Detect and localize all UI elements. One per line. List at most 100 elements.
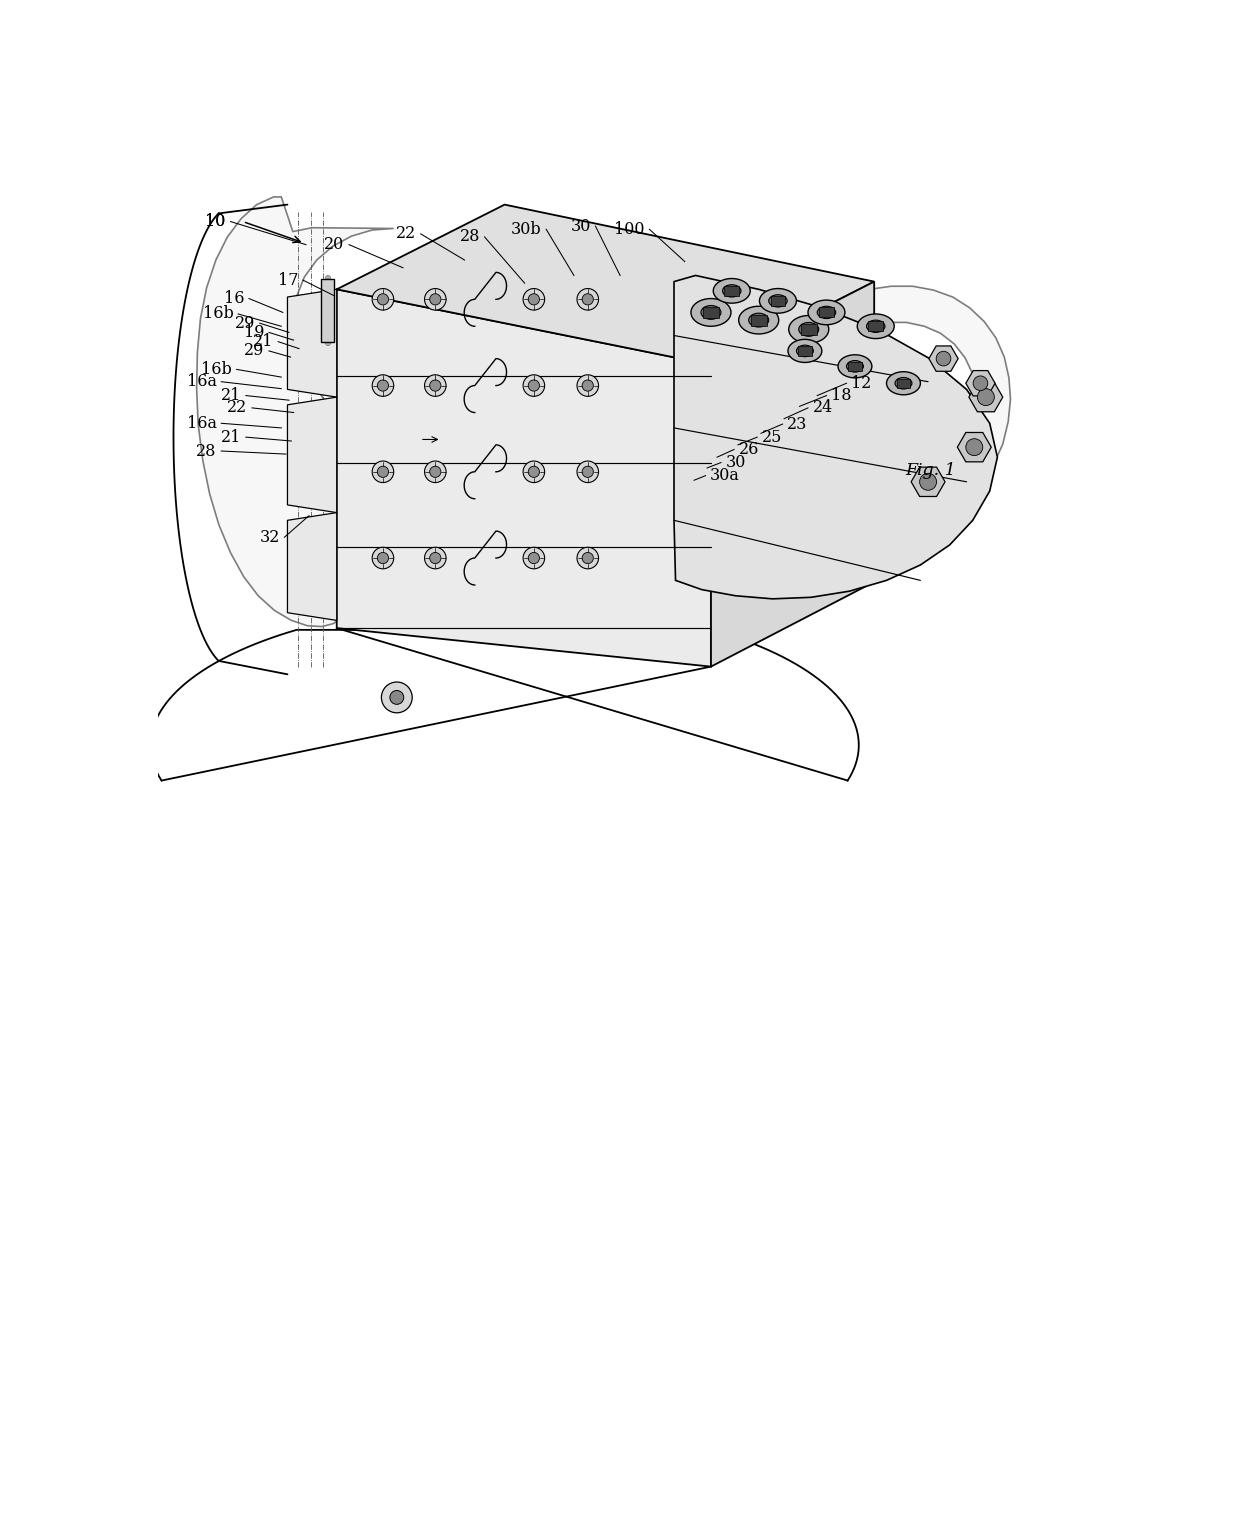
Polygon shape	[911, 468, 945, 497]
Ellipse shape	[895, 378, 911, 389]
Polygon shape	[337, 289, 711, 667]
Circle shape	[582, 553, 594, 564]
Circle shape	[523, 289, 544, 310]
Ellipse shape	[796, 345, 813, 357]
Circle shape	[528, 293, 539, 305]
Circle shape	[377, 293, 388, 305]
Ellipse shape	[887, 372, 920, 395]
Polygon shape	[968, 383, 1003, 412]
Circle shape	[523, 547, 544, 568]
Text: 21: 21	[253, 333, 274, 351]
Polygon shape	[337, 205, 874, 365]
Circle shape	[577, 289, 599, 310]
Ellipse shape	[723, 284, 742, 298]
Circle shape	[389, 691, 404, 705]
Circle shape	[936, 351, 951, 366]
Ellipse shape	[759, 289, 796, 313]
Polygon shape	[197, 197, 1011, 626]
Polygon shape	[966, 371, 994, 396]
Circle shape	[582, 380, 594, 392]
Ellipse shape	[857, 314, 894, 339]
Circle shape	[966, 439, 983, 456]
Polygon shape	[801, 324, 817, 334]
Polygon shape	[929, 346, 959, 371]
Text: 100: 100	[614, 220, 645, 238]
Text: 16a: 16a	[186, 374, 217, 390]
Polygon shape	[820, 307, 833, 317]
Text: 21: 21	[221, 428, 242, 445]
Ellipse shape	[769, 295, 787, 307]
Polygon shape	[724, 286, 739, 296]
Circle shape	[430, 553, 441, 564]
Circle shape	[430, 293, 441, 305]
Text: 28: 28	[196, 442, 217, 460]
Text: 30a: 30a	[711, 468, 740, 485]
Circle shape	[528, 466, 539, 477]
Text: 23: 23	[787, 416, 807, 433]
Polygon shape	[675, 275, 997, 598]
Circle shape	[523, 462, 544, 483]
Polygon shape	[321, 279, 334, 342]
Circle shape	[977, 389, 994, 406]
Circle shape	[920, 474, 936, 491]
Ellipse shape	[838, 355, 872, 378]
Circle shape	[424, 289, 446, 310]
Circle shape	[377, 380, 388, 392]
Circle shape	[577, 462, 599, 483]
Text: 30: 30	[570, 217, 590, 234]
Ellipse shape	[739, 307, 779, 334]
Circle shape	[382, 682, 412, 712]
Ellipse shape	[691, 299, 730, 327]
Polygon shape	[288, 289, 337, 396]
Text: 16: 16	[224, 290, 244, 307]
Ellipse shape	[713, 278, 750, 304]
Text: 10: 10	[206, 213, 226, 229]
Text: 29: 29	[244, 342, 264, 360]
Circle shape	[430, 466, 441, 477]
Text: 25: 25	[761, 428, 782, 445]
Circle shape	[372, 547, 394, 568]
Circle shape	[372, 462, 394, 483]
Text: 22: 22	[227, 399, 248, 416]
Polygon shape	[750, 314, 766, 325]
Polygon shape	[799, 346, 812, 355]
Ellipse shape	[749, 313, 769, 327]
Text: 22: 22	[396, 225, 417, 243]
Text: 32: 32	[259, 529, 280, 545]
Ellipse shape	[847, 360, 863, 372]
Text: 17: 17	[278, 272, 299, 289]
Polygon shape	[711, 281, 874, 667]
Ellipse shape	[867, 321, 885, 333]
Circle shape	[577, 547, 599, 568]
Circle shape	[582, 466, 594, 477]
Text: 21: 21	[221, 387, 242, 404]
Circle shape	[528, 553, 539, 564]
Ellipse shape	[817, 307, 836, 319]
Text: 24: 24	[812, 399, 833, 416]
Text: 30b: 30b	[511, 220, 542, 238]
Circle shape	[523, 375, 544, 396]
Ellipse shape	[799, 322, 818, 336]
Polygon shape	[770, 296, 785, 305]
Circle shape	[582, 293, 594, 305]
Text: 16a: 16a	[186, 415, 217, 431]
Text: 19: 19	[244, 324, 264, 340]
Text: 10: 10	[206, 213, 226, 229]
Circle shape	[424, 547, 446, 568]
Text: 18: 18	[831, 387, 852, 404]
Polygon shape	[868, 322, 883, 331]
Circle shape	[528, 380, 539, 392]
Text: Fig. 1: Fig. 1	[905, 462, 956, 478]
Text: 29: 29	[234, 314, 255, 331]
Circle shape	[973, 375, 988, 390]
Text: 20: 20	[324, 235, 345, 254]
Text: 16b: 16b	[201, 362, 232, 378]
Circle shape	[424, 462, 446, 483]
Circle shape	[430, 380, 441, 392]
Polygon shape	[703, 307, 719, 317]
Circle shape	[577, 375, 599, 396]
Circle shape	[372, 289, 394, 310]
Text: 30: 30	[725, 454, 746, 471]
Ellipse shape	[789, 316, 828, 343]
Polygon shape	[848, 362, 862, 371]
